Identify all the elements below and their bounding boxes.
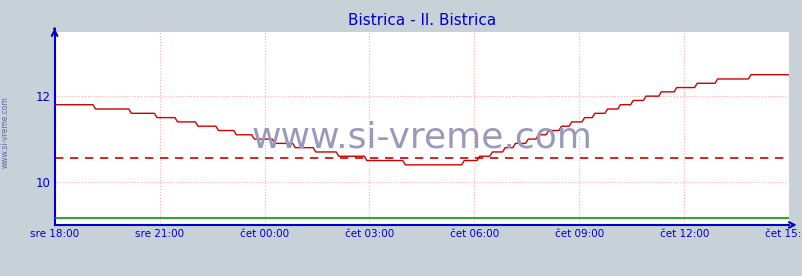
Title: Bistrica - Il. Bistrica: Bistrica - Il. Bistrica — [347, 13, 496, 28]
Text: www.si-vreme.com: www.si-vreme.com — [251, 121, 592, 155]
Text: www.si-vreme.com: www.si-vreme.com — [1, 97, 10, 168]
